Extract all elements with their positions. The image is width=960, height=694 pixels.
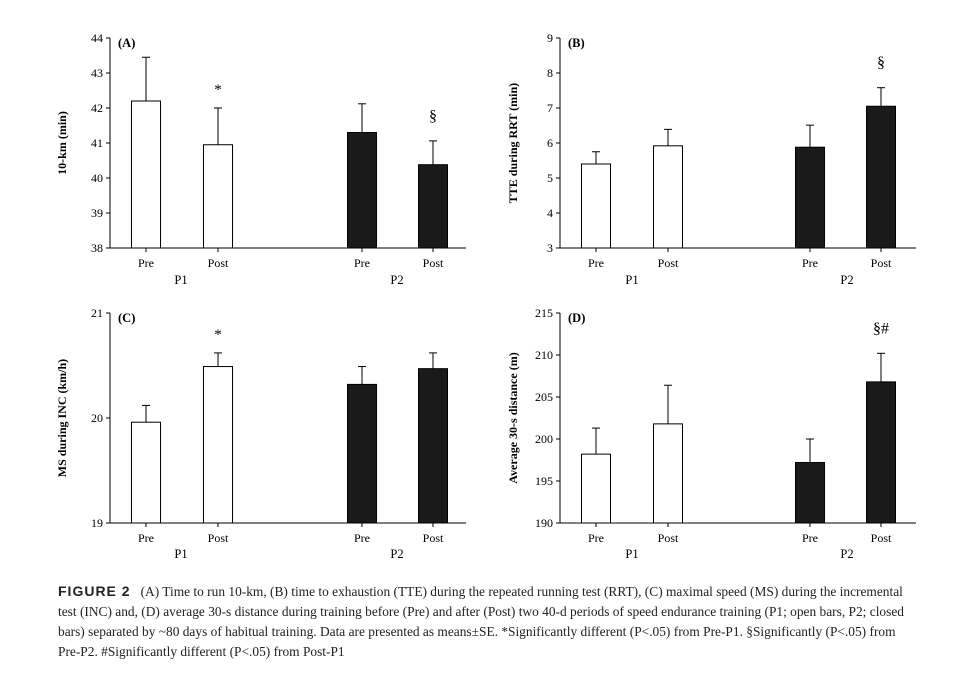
bar [203, 366, 233, 524]
x-tick-label: Post [871, 256, 892, 270]
group-label: P2 [840, 273, 853, 287]
bar [418, 368, 448, 524]
significance-marker: * [214, 327, 222, 343]
group-label: P1 [174, 273, 187, 287]
bar [795, 462, 825, 524]
panel-3: 19 20 21 MS during INC (km/h) (C) Pre * Post Pre… [55, 306, 466, 561]
x-tick-label: Pre [588, 256, 604, 270]
panel-label: (D) [568, 311, 585, 325]
x-tick-label: Pre [802, 531, 818, 545]
y-axis-title: 10-km (min) [55, 111, 69, 175]
bar [581, 163, 611, 249]
y-tick-label: 41 [91, 136, 103, 150]
bar [418, 164, 448, 249]
y-tick-label: 3 [547, 241, 553, 255]
y-tick-label: 200 [535, 432, 553, 446]
y-tick-label: 38 [91, 241, 103, 255]
y-tick-label: 210 [535, 348, 553, 362]
x-tick-label: Post [423, 531, 444, 545]
y-axis-title: MS during INC (km/h) [55, 359, 69, 477]
panel-2: 3 4 5 6 7 8 9 TTE during RRT (min) (B) Pre Post Pre… [506, 31, 916, 287]
x-tick-label: Post [423, 256, 444, 270]
significance-marker: § [877, 55, 885, 72]
group-label: P2 [390, 273, 403, 287]
x-tick-label: Pre [138, 256, 154, 270]
y-tick-label: 5 [547, 171, 553, 185]
y-axis-title: Average 30-s distance (m) [506, 352, 520, 483]
y-tick-label: 4 [547, 206, 553, 220]
x-tick-label: Post [208, 531, 229, 545]
caption-text: (A) Time to run 10-km, (B) time to exhau… [58, 584, 904, 659]
significance-marker: §# [873, 320, 889, 337]
x-tick-label: Post [658, 256, 679, 270]
y-tick-label: 20 [91, 411, 103, 425]
y-tick-label: 190 [535, 516, 553, 530]
bar [581, 453, 611, 524]
caption-label: FIGURE 2 [58, 583, 131, 599]
panel-label: (B) [568, 36, 585, 50]
y-tick-label: 195 [535, 474, 553, 488]
bar [131, 421, 161, 524]
y-tick-label: 42 [91, 101, 103, 115]
panel-label: (C) [118, 311, 135, 325]
y-tick-label: 44 [91, 31, 103, 45]
group-label: P1 [174, 547, 187, 561]
group-label: P2 [840, 547, 853, 561]
bar [866, 105, 896, 249]
y-tick-label: 43 [91, 66, 103, 80]
panel-1: 38 39 40 41 42 43 44 10-km (min) (A) Pre * Post Pre §… [55, 31, 466, 287]
y-tick-label: 19 [91, 516, 103, 530]
significance-marker: § [429, 108, 437, 125]
y-tick-label: 8 [547, 66, 553, 80]
significance-marker: * [214, 82, 222, 98]
panel-4: 190 195 200 205 210 215 Average 30-s distance … [506, 306, 916, 561]
x-tick-label: Pre [354, 531, 370, 545]
y-tick-label: 40 [91, 171, 103, 185]
bar [347, 132, 377, 249]
x-tick-label: Pre [354, 256, 370, 270]
y-tick-label: 9 [547, 31, 553, 45]
y-tick-label: 7 [547, 101, 553, 115]
group-label: P1 [625, 273, 638, 287]
y-tick-label: 39 [91, 206, 103, 220]
x-tick-label: Post [208, 256, 229, 270]
group-label: P1 [625, 547, 638, 561]
bar [131, 100, 161, 249]
x-tick-label: Pre [588, 531, 604, 545]
bar [203, 144, 233, 249]
bar [653, 145, 683, 249]
y-tick-label: 205 [535, 390, 553, 404]
group-label: P2 [390, 547, 403, 561]
y-tick-label: 21 [91, 306, 103, 320]
bar [653, 423, 683, 524]
x-tick-label: Post [871, 531, 892, 545]
bar [795, 146, 825, 249]
bar [866, 381, 896, 524]
x-tick-label: Pre [138, 531, 154, 545]
y-tick-label: 6 [547, 136, 553, 150]
y-axis-title: TTE during RRT (min) [506, 83, 520, 203]
x-tick-label: Pre [802, 256, 818, 270]
panel-label: (A) [118, 36, 135, 50]
x-tick-label: Post [658, 531, 679, 545]
y-tick-label: 215 [535, 306, 553, 320]
figure-caption: FIGURE 2 (A) Time to run 10-km, (B) time … [58, 581, 918, 662]
bar [347, 383, 377, 524]
